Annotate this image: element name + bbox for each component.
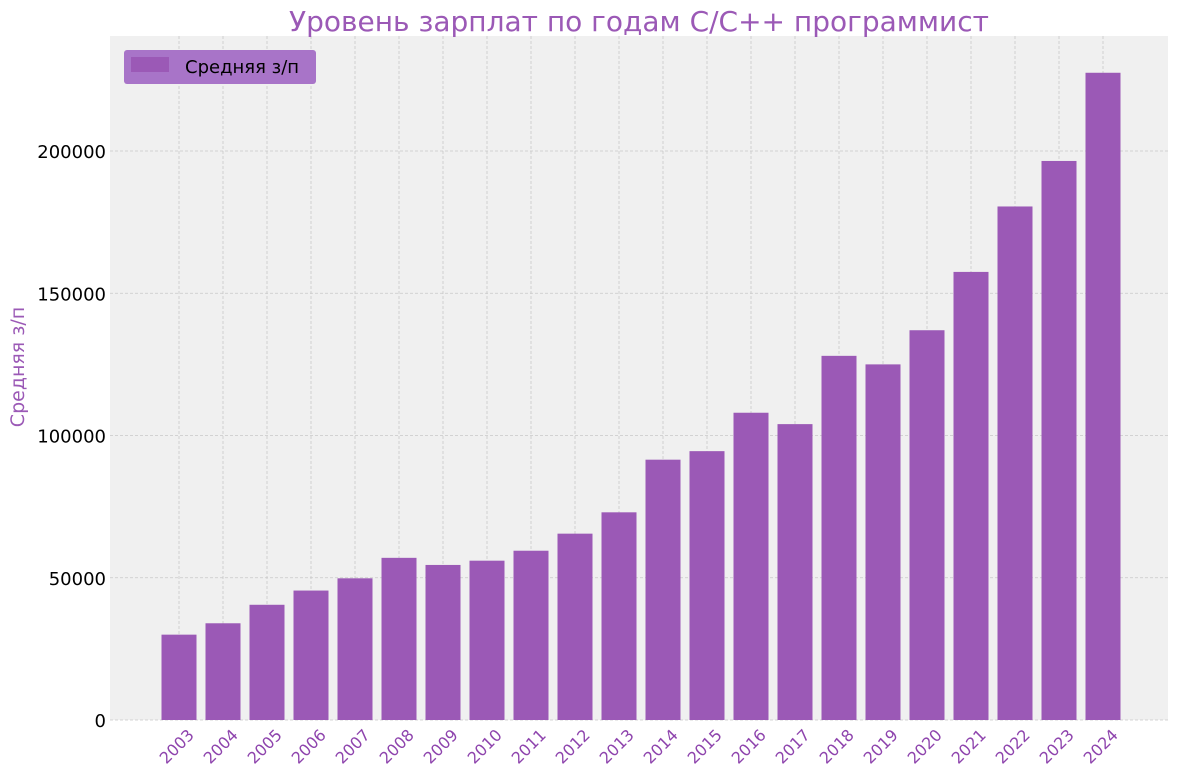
bar-2010 bbox=[469, 560, 505, 720]
bar-2011 bbox=[513, 550, 549, 720]
bar-2021 bbox=[953, 271, 989, 720]
chart-title: Уровень зарплат по годам C/C++ программи… bbox=[289, 5, 989, 38]
y-tick-label-200000: 200000 bbox=[37, 142, 106, 163]
x-tick-label-2023: 2023 bbox=[1036, 725, 1078, 767]
bar-2019 bbox=[865, 364, 901, 720]
bar-2008 bbox=[381, 557, 417, 720]
x-tick-label-2005: 2005 bbox=[244, 725, 286, 767]
y-tick-label-50000: 50000 bbox=[49, 569, 106, 590]
x-tick-label-2020: 2020 bbox=[904, 725, 946, 767]
x-tick-label-2019: 2019 bbox=[860, 725, 902, 767]
bar-2017 bbox=[777, 424, 813, 720]
y-tick-label-150000: 150000 bbox=[37, 284, 106, 305]
y-axis-label: Средняя з/п bbox=[7, 307, 29, 427]
plot-area bbox=[110, 36, 1168, 720]
bar-2004 bbox=[205, 623, 241, 720]
bar-2006 bbox=[293, 590, 329, 720]
x-tick-label-2011: 2011 bbox=[508, 725, 550, 767]
x-tick-labels: 2003 2004 2005 2006 2007 2008 2009 2010 2011 2012… bbox=[156, 725, 1122, 767]
bar-2007 bbox=[337, 578, 373, 720]
x-tick-label-2006: 2006 bbox=[288, 725, 330, 767]
x-tick-label-2014: 2014 bbox=[640, 725, 682, 767]
x-tick-label-2016: 2016 bbox=[728, 725, 770, 767]
x-tick-label-2008: 2008 bbox=[376, 725, 418, 767]
x-tick-label-2017: 2017 bbox=[772, 725, 814, 767]
legend-box bbox=[124, 50, 316, 84]
x-tick-label-2012: 2012 bbox=[552, 725, 594, 767]
y-tick-labels: 0 50000 100000 150000 200000 bbox=[37, 142, 106, 732]
x-tick-label-2013: 2013 bbox=[596, 725, 638, 767]
bar-2005 bbox=[249, 604, 285, 720]
bar-2009 bbox=[425, 564, 461, 720]
x-tick-label-2022: 2022 bbox=[992, 725, 1034, 767]
bar-2003 bbox=[161, 634, 197, 720]
x-tick-label-2015: 2015 bbox=[684, 725, 726, 767]
x-tick-label-2004: 2004 bbox=[200, 725, 242, 767]
bar-2018 bbox=[821, 355, 857, 720]
bar-2023 bbox=[1041, 160, 1077, 720]
y-tick-label-0: 0 bbox=[95, 711, 106, 732]
bar-2013 bbox=[601, 512, 637, 720]
bar-2014 bbox=[645, 459, 681, 720]
x-tick-label-2024: 2024 bbox=[1080, 725, 1122, 767]
bar-2020 bbox=[909, 330, 945, 720]
legend-patch bbox=[131, 57, 169, 72]
x-tick-label-2010: 2010 bbox=[464, 725, 506, 767]
bar-2022 bbox=[997, 206, 1033, 721]
bar-2015 bbox=[689, 451, 725, 720]
x-tick-label-2009: 2009 bbox=[420, 725, 462, 767]
bar-2024 bbox=[1085, 72, 1121, 720]
x-tick-label-2021: 2021 bbox=[948, 725, 990, 767]
bar-2016 bbox=[733, 412, 769, 720]
legend: Средняя з/п bbox=[124, 50, 316, 84]
legend-entry-label: Средняя з/п bbox=[185, 57, 299, 78]
x-tick-label-2003: 2003 bbox=[156, 725, 198, 767]
x-tick-label-2007: 2007 bbox=[332, 725, 374, 767]
bar-2012 bbox=[557, 533, 593, 720]
x-tick-label-2018: 2018 bbox=[816, 725, 858, 767]
bars bbox=[161, 72, 1121, 721]
y-tick-label-100000: 100000 bbox=[37, 427, 106, 448]
